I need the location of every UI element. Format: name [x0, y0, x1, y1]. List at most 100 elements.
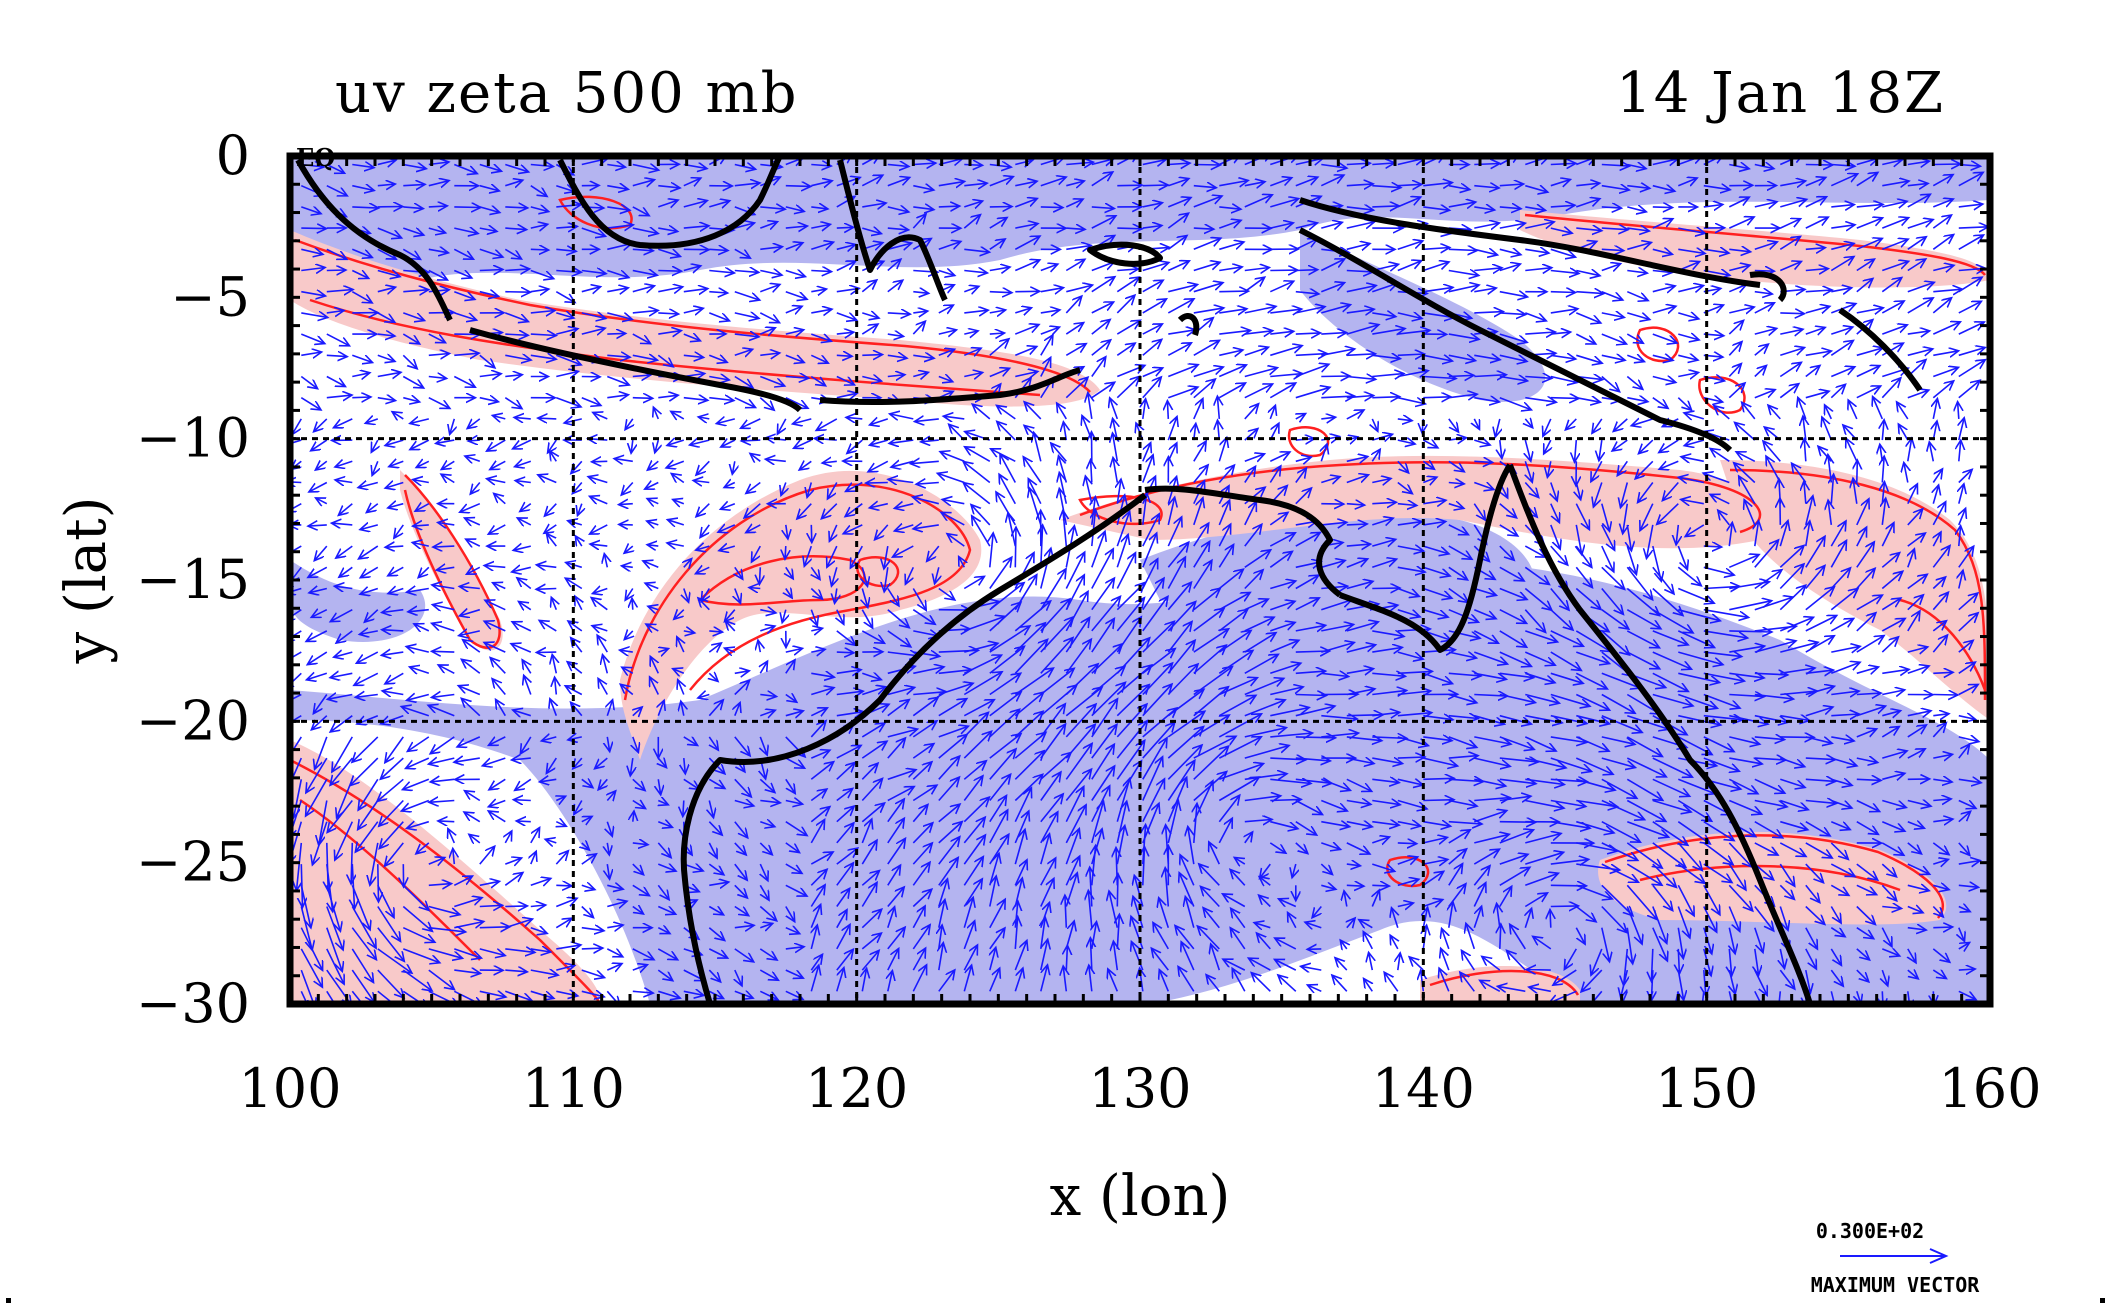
wind-vector	[619, 504, 633, 505]
wind-vector	[516, 821, 531, 822]
wind-vector	[429, 312, 454, 313]
x-tick-label: 150	[1655, 1057, 1758, 1120]
wind-vector	[990, 333, 1005, 334]
corner-mark	[2100, 1298, 2105, 1303]
wind-vector	[378, 864, 379, 902]
wind-vector	[1857, 460, 1858, 483]
wind-vector	[607, 333, 625, 334]
wind-vector	[1780, 313, 1804, 314]
wind-vector	[683, 801, 684, 817]
wind-vector	[759, 567, 760, 584]
x-tick-label: 110	[522, 1057, 625, 1120]
wind-vector	[1117, 185, 1142, 186]
wind-vector	[582, 948, 603, 949]
wind-vector	[505, 906, 527, 907]
wind-vector	[786, 186, 811, 187]
y-tick-label: −30	[136, 972, 250, 1035]
x-axis-title: x (lon)	[1050, 1164, 1231, 1229]
wind-vector	[468, 440, 480, 441]
wind-vector	[785, 546, 786, 559]
wind-vector	[1296, 737, 1336, 738]
wind-vector	[1653, 207, 1673, 208]
wind-vector	[536, 589, 556, 590]
wind-vector	[1474, 164, 1500, 165]
wind-vector	[749, 588, 760, 589]
wind-vector	[1015, 527, 1016, 567]
wind-vector	[837, 227, 854, 228]
wind-vector	[1474, 461, 1492, 462]
wind-vector	[1372, 206, 1399, 207]
vector-key-value: 0.300E+02	[1816, 1219, 1924, 1243]
y-tick-labels: 0 −5 −10 −15 −20 −25 −30	[136, 124, 250, 1035]
wind-vector	[1219, 291, 1248, 292]
wind-vector	[433, 546, 454, 547]
y-tick-label: −25	[136, 831, 250, 894]
wind-vector	[619, 524, 633, 525]
wind-vector	[1755, 271, 1775, 272]
wind-vector	[592, 461, 608, 462]
map-plot-area: EQ	[278, 143, 1990, 1026]
wind-vector	[1398, 843, 1417, 844]
equator-label: EQ	[296, 143, 335, 172]
wind-vector	[505, 207, 527, 208]
wind-vector	[1167, 401, 1168, 419]
wind-vector	[438, 821, 454, 822]
y-tick-label: −10	[136, 407, 250, 470]
wind-vector	[454, 207, 481, 208]
wind-vector	[1933, 695, 1958, 696]
wind-vector	[352, 397, 371, 398]
wind-vector	[1500, 924, 1501, 949]
wind-vector	[1296, 270, 1318, 271]
wind-vector	[327, 270, 346, 271]
wind-vector	[480, 270, 503, 271]
wind-vector	[1347, 885, 1364, 886]
x-tick-label: 120	[805, 1057, 908, 1120]
wind-vector	[1066, 945, 1067, 970]
plot-title-right: 14 Jan 18Z	[1616, 61, 1945, 126]
wind-vector	[1551, 906, 1579, 907]
x-tick-label: 130	[1088, 1057, 1191, 1120]
wind-vector	[513, 800, 530, 801]
wind-vector	[1729, 631, 1772, 632]
wind-vector	[505, 292, 530, 293]
wind-vector	[531, 249, 549, 250]
wind-vector	[741, 440, 760, 441]
wind-vector	[556, 885, 572, 886]
wind-vector	[1526, 970, 1551, 971]
wind-vector	[1933, 164, 1960, 165]
wind-vector	[811, 271, 831, 272]
wind-vector	[429, 206, 448, 207]
wind-vector	[837, 652, 854, 653]
vector-key-label: MAXIMUM VECTOR	[1811, 1273, 1981, 1297]
wind-vector	[1117, 874, 1118, 907]
wind-vector	[1551, 292, 1576, 293]
wind-vector	[658, 313, 678, 314]
plot-title-left: uv zeta 500 mb	[335, 61, 798, 126]
y-tick-label: −5	[170, 265, 250, 328]
wind-vector	[632, 598, 633, 609]
y-tick-label: 0	[216, 124, 250, 187]
wind-vector	[1372, 588, 1400, 589]
wind-vector	[1372, 397, 1399, 398]
wind-vector	[837, 355, 852, 356]
wind-vector	[1372, 885, 1389, 886]
x-tick-label: 100	[238, 1057, 341, 1120]
x-tick-labels: 100 110 120 130 140 150 160	[238, 1057, 2041, 1120]
x-tick-label: 160	[1938, 1057, 2041, 1120]
wind-vector	[1143, 185, 1168, 186]
wind-vector	[1321, 376, 1350, 377]
corner-mark	[6, 1298, 11, 1303]
wind-vector	[1194, 228, 1214, 229]
wind-vector	[811, 525, 812, 543]
wind-vector	[990, 292, 1012, 293]
wind-vector	[1933, 672, 1953, 673]
wind-vector	[432, 651, 455, 652]
wind-vector	[633, 398, 653, 399]
wind-vector	[1398, 757, 1425, 758]
wind-vector	[1041, 207, 1063, 208]
x-tick-label: 140	[1372, 1057, 1475, 1120]
wind-vector	[862, 355, 882, 356]
wind-vector	[1117, 228, 1142, 229]
y-tick-label: −15	[136, 548, 250, 611]
